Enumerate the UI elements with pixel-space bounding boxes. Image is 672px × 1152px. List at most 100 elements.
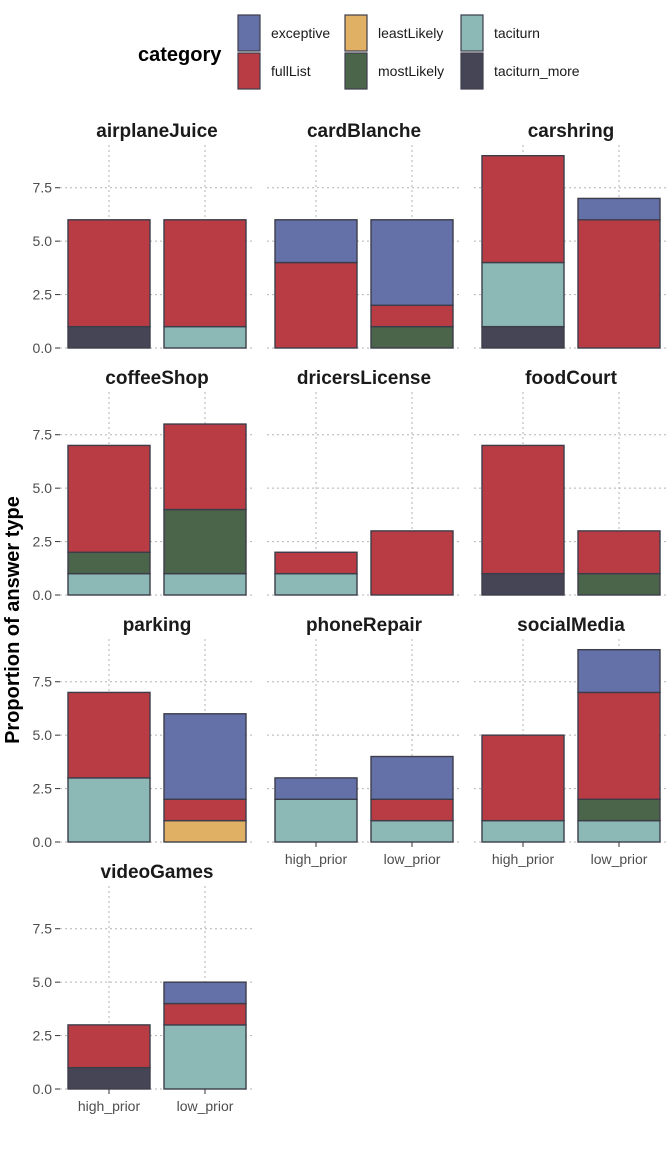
legend-label-mostlikely: mostLikely	[378, 63, 444, 79]
facet-parking: parking 0.0 2.5 5.0 7.5	[33, 615, 254, 850]
facet-title: socialMedia	[517, 615, 625, 636]
y-tick-label: 7.5	[33, 674, 53, 690]
y-axis-title: Proportion of answer type	[2, 496, 24, 744]
facet-videogames: videoGames 0.0 2.5 5.0 7.5 high_prior low_prio…	[33, 862, 254, 1114]
bar-segment-high-prior-fulllist	[67, 219, 151, 328]
y-tick-label: 2.5	[33, 534, 53, 550]
y-tick-label: 0.0	[33, 834, 53, 850]
x-tick-label: high_prior	[492, 851, 555, 867]
legend: category exceptive fullList leastLikely most…	[138, 14, 580, 90]
bar-segment-high-prior-exceptive	[274, 777, 358, 800]
facet-title: foodCourt	[525, 368, 617, 389]
x-tick-label: low_prior	[384, 851, 441, 867]
bar-segment-high-prior-fulllist	[481, 734, 565, 822]
facet-foodcourt: foodCourt	[474, 368, 668, 596]
bar-segment-high-prior-fulllist	[481, 154, 565, 264]
y-tick-label: 0.0	[33, 1081, 53, 1097]
facet-title: coffeeShop	[105, 368, 208, 389]
facet-coffeeshop: coffeeShop 0.0 2.5 5.0 7.5	[33, 368, 254, 603]
bar-segment-low-prior-taciturn	[577, 819, 661, 843]
legend-label-exceptive: exceptive	[271, 25, 330, 41]
bar-segment-high-prior-fulllist	[67, 1024, 151, 1069]
facet-airplanejuice: airplaneJuice 0.0 2.5 5.0 7.5	[33, 121, 254, 356]
bar-segment-high-prior-fulllist	[67, 691, 151, 779]
bar-segment-low-prior-fulllist	[163, 1002, 247, 1026]
bar-segment-low-prior-mostlikely	[163, 508, 247, 575]
bar-segment-low-prior-fulllist	[577, 691, 661, 800]
bar-segment-low-prior-leastlikely	[163, 819, 247, 843]
bar-segment-low-prior-taciturn	[163, 325, 247, 349]
y-tick-label: 2.5	[33, 287, 53, 303]
facet-title: parking	[123, 615, 192, 636]
facet-socialmedia: socialMedia high_prior low_prior	[474, 615, 668, 867]
y-tick-label: 7.5	[33, 180, 53, 196]
bar-segment-high-prior-fulllist	[67, 444, 151, 553]
bar-segment-low-prior-exceptive	[577, 197, 661, 221]
legend-swatch-taciturn_more	[460, 52, 484, 90]
bar-segment-low-prior-taciturn	[163, 572, 247, 596]
facet-panels: airplaneJuice 0.0 2.5 5.0 7.5 cardBlanche cars…	[33, 121, 668, 1114]
bar-segment-low-prior-fulllist	[577, 219, 661, 349]
y-tick-label: 2.5	[33, 1028, 53, 1044]
bar-segment-high-prior-taciturn_more	[481, 572, 565, 596]
legend-label-leastlikely: leastLikely	[378, 25, 443, 41]
bar-segment-high-prior-fulllist	[274, 551, 358, 575]
bar-segment-low-prior-fulllist	[577, 530, 661, 575]
bar-segment-low-prior-fulllist	[370, 798, 454, 822]
bar-segment-high-prior-taciturn_more	[67, 1066, 151, 1090]
bar-segment-low-prior-taciturn	[370, 819, 454, 843]
bar-segment-low-prior-exceptive	[163, 713, 247, 800]
x-tick-label: low_prior	[177, 1098, 234, 1114]
bar-segment-low-prior-exceptive	[370, 219, 454, 306]
legend-swatch-fulllist	[237, 52, 261, 90]
bar-segment-low-prior-exceptive	[163, 981, 247, 1005]
bar-segment-low-prior-fulllist	[163, 798, 247, 822]
legend-label-fulllist: fullList	[271, 63, 311, 79]
y-tick-label: 5.0	[33, 480, 53, 496]
legend-swatch-exceptive	[237, 14, 261, 52]
bar-segment-high-prior-taciturn	[274, 798, 358, 843]
bar-segment-low-prior-fulllist	[163, 423, 247, 511]
bar-segment-high-prior-taciturn	[481, 261, 565, 328]
facet-dricerslicense: dricersLicense	[267, 368, 461, 596]
y-tick-label: 5.0	[33, 233, 53, 249]
y-tick-label: 5.0	[33, 974, 53, 990]
x-tick-label: high_prior	[285, 851, 348, 867]
facet-title: videoGames	[101, 862, 214, 883]
legend-swatch-mostlikely	[344, 52, 368, 90]
bar-segment-low-prior-taciturn	[163, 1024, 247, 1090]
bar-segment-low-prior-exceptive	[370, 755, 454, 800]
bar-segment-high-prior-mostlikely	[67, 551, 151, 575]
facet-cardblanche: cardBlanche	[267, 121, 461, 349]
facet-title: airplaneJuice	[96, 121, 217, 142]
legend-swatch-leastlikely	[344, 14, 368, 52]
bar-segment-low-prior-mostlikely	[577, 572, 661, 596]
bar-segment-low-prior-fulllist	[370, 530, 454, 596]
facet-carshring: carshring	[474, 121, 668, 349]
bar-segment-high-prior-taciturn	[67, 572, 151, 596]
bar-segment-high-prior-taciturn_more	[481, 325, 565, 349]
legend-swatch-taciturn	[460, 14, 484, 52]
bar-segment-low-prior-fulllist	[370, 304, 454, 328]
bar-segment-low-prior-mostlikely	[577, 798, 661, 822]
y-tick-label: 7.5	[33, 427, 53, 443]
y-tick-label: 0.0	[33, 587, 53, 603]
facet-phonerepair: phoneRepair high_prior low_prior	[267, 615, 461, 867]
x-tick-label: high_prior	[78, 1098, 141, 1114]
bar-segment-high-prior-taciturn	[67, 777, 151, 843]
facet-title: phoneRepair	[306, 615, 423, 636]
bar-segment-high-prior-taciturn	[274, 572, 358, 596]
y-tick-label: 5.0	[33, 727, 53, 743]
bar-segment-low-prior-mostlikely	[370, 325, 454, 349]
bar-segment-high-prior-fulllist	[481, 444, 565, 575]
x-tick-label: low_prior	[591, 851, 648, 867]
bar-segment-high-prior-fulllist	[274, 261, 358, 349]
legend-title: category	[138, 44, 222, 66]
y-tick-label: 0.0	[33, 340, 53, 356]
bar-segment-high-prior-exceptive	[274, 219, 358, 264]
y-tick-label: 7.5	[33, 921, 53, 937]
legend-label-taciturn: taciturn	[494, 25, 540, 41]
bar-segment-low-prior-exceptive	[577, 648, 661, 694]
bar-segment-high-prior-taciturn_more	[67, 325, 151, 349]
